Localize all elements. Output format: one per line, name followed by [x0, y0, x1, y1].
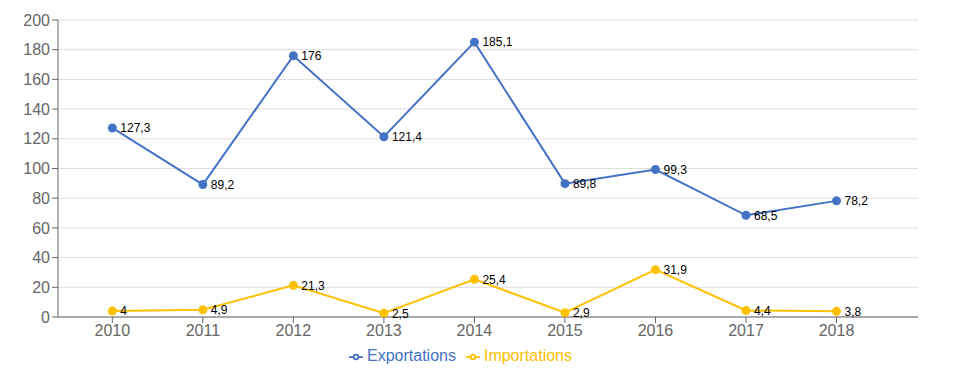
svg-text:60: 60 — [32, 220, 50, 237]
svg-text:99,3: 99,3 — [663, 163, 687, 177]
svg-text:200: 200 — [23, 12, 50, 29]
svg-text:0: 0 — [41, 309, 50, 326]
svg-text:25,4: 25,4 — [482, 273, 506, 287]
svg-text:31,9: 31,9 — [663, 263, 687, 277]
svg-text:2010: 2010 — [95, 322, 131, 339]
html-text:Exportations: Exportations — [367, 347, 456, 364]
svg-text:4,4: 4,4 — [754, 304, 771, 318]
svg-text:127,3: 127,3 — [120, 121, 150, 135]
svg-text:2012: 2012 — [276, 322, 312, 339]
svg-text:2011: 2011 — [186, 322, 221, 339]
svg-text:120: 120 — [23, 130, 50, 147]
svg-text:140: 140 — [23, 101, 50, 118]
svg-text:2016: 2016 — [638, 322, 674, 339]
svg-text:2013: 2013 — [366, 322, 402, 339]
svg-text:40: 40 — [32, 249, 50, 266]
svg-text:2018: 2018 — [819, 322, 855, 339]
html-text:Importations: Importations — [483, 347, 572, 364]
svg-text:78,2: 78,2 — [845, 194, 869, 208]
svg-text:160: 160 — [23, 71, 50, 88]
svg-text:89,8: 89,8 — [573, 177, 597, 191]
svg-text:2017: 2017 — [728, 322, 764, 339]
svg-text:89,2: 89,2 — [211, 178, 235, 192]
svg-text:180: 180 — [23, 41, 50, 58]
svg-text:20: 20 — [32, 279, 50, 296]
svg-text:21,3: 21,3 — [301, 279, 325, 293]
svg-text:4: 4 — [120, 304, 127, 318]
svg-text:176: 176 — [301, 49, 321, 63]
svg-text:185,1: 185,1 — [482, 35, 512, 49]
svg-text:121,4: 121,4 — [392, 130, 422, 144]
svg-text:4,9: 4,9 — [211, 303, 228, 317]
svg-text:2,9: 2,9 — [573, 306, 590, 320]
svg-text:100: 100 — [23, 160, 50, 177]
svg-text:2015: 2015 — [547, 322, 583, 339]
svg-text:2014: 2014 — [457, 322, 493, 339]
svg-text:2,5: 2,5 — [392, 307, 409, 321]
svg-text:68,5: 68,5 — [754, 209, 778, 223]
svg-text:3,8: 3,8 — [845, 305, 862, 319]
svg-text:80: 80 — [32, 190, 50, 207]
